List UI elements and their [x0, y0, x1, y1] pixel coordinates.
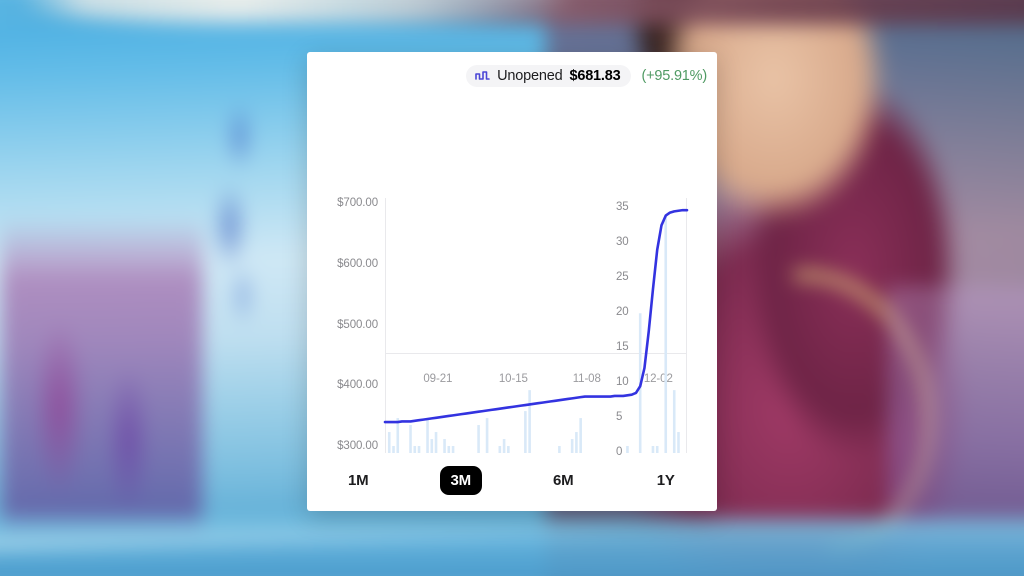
volume-bar [575, 432, 578, 453]
y-axis-right-tick: 15 [616, 341, 629, 354]
range-button-1y[interactable]: 1Y [615, 466, 718, 495]
volume-bar [626, 446, 629, 453]
volume-bar [502, 439, 506, 453]
y-axis-right-tick: 5 [616, 411, 623, 424]
x-axis-tick: 09-21 [423, 373, 453, 385]
x-axis-tick: 10-15 [498, 373, 528, 385]
chart-header: Unopened $681.83 (+95.91%) [307, 52, 717, 100]
background-title-text [16, 0, 569, 24]
volume-bar [672, 390, 676, 453]
volume-bar [447, 446, 451, 453]
y-axis-right-tick: 35 [616, 201, 629, 214]
volume-bar [498, 446, 502, 453]
volume-bar [677, 432, 680, 453]
chart-canvas [383, 208, 689, 453]
range-button-label: 1Y [656, 472, 675, 489]
x-axis-line [385, 353, 687, 354]
range-button-3m[interactable]: 3M [410, 466, 513, 495]
volume-bar [558, 446, 561, 453]
volume-bar [430, 439, 434, 453]
y-axis-left-tick: $700.00 [337, 197, 378, 210]
volume-bar [528, 390, 531, 453]
range-button-label: 1M [348, 472, 369, 489]
y-axis-right-tick: 0 [616, 446, 623, 458]
volume-bar [426, 418, 429, 453]
volume-bar [651, 446, 655, 453]
price-history-card: Unopened $681.83 (+95.91%) $300.00 $400.0… [307, 52, 717, 511]
volume-bar [570, 439, 574, 453]
range-button-6m[interactable]: 6M [512, 466, 615, 495]
y-axis-left-tick: $600.00 [337, 257, 378, 270]
volume-bar [443, 439, 446, 453]
volume-bar [392, 446, 395, 453]
range-button-label: 6M [553, 472, 574, 489]
series-name: Unopened [497, 68, 563, 84]
background-snake-ornament [181, 83, 298, 328]
series-price: $681.83 [569, 68, 621, 84]
square-wave-icon [475, 70, 490, 80]
volume-bar [413, 446, 417, 453]
background-statue-right [887, 285, 1024, 551]
y-axis-right-tick: 10 [616, 376, 629, 389]
volume-bar [434, 432, 438, 453]
volume-bar [387, 432, 391, 453]
range-button-label: 3M [439, 466, 482, 495]
price-line [383, 208, 689, 424]
y-axis-right-tick: 25 [616, 271, 629, 284]
volume-bar [507, 446, 510, 453]
x-axis-tick: 11-08 [572, 373, 601, 385]
chart-plot-area: $300.00 $400.00 $500.00 $600.00 $700.00 0 5 10… [307, 100, 717, 458]
volume-bar [477, 425, 480, 453]
volume-bar [417, 446, 421, 453]
y-axis-left-tick: $500.00 [337, 318, 378, 331]
volume-bar [451, 446, 455, 453]
series-change-percent: (+95.91%) [641, 68, 707, 84]
range-button-1m[interactable]: 1M [307, 466, 410, 495]
volume-bar [485, 418, 489, 453]
volume-bar [409, 425, 412, 453]
time-range-selector: 1M 3M 6M 1Y [307, 450, 717, 511]
volume-bar [579, 418, 582, 453]
volume-bar [655, 446, 659, 453]
y-axis-left-tick: $300.00 [337, 439, 378, 452]
volume-bar [664, 215, 668, 453]
y-axis-right-tick: 30 [616, 236, 629, 249]
volume-bar [524, 411, 527, 453]
y-axis-right-line [686, 198, 687, 453]
y-axis-left-tick: $400.00 [337, 379, 378, 392]
y-axis-left-line [385, 198, 386, 453]
series-legend-pill[interactable]: Unopened $681.83 [466, 65, 632, 87]
y-axis-right-tick: 20 [616, 306, 629, 319]
volume-bar [396, 418, 400, 453]
background-city-left [1, 216, 203, 535]
